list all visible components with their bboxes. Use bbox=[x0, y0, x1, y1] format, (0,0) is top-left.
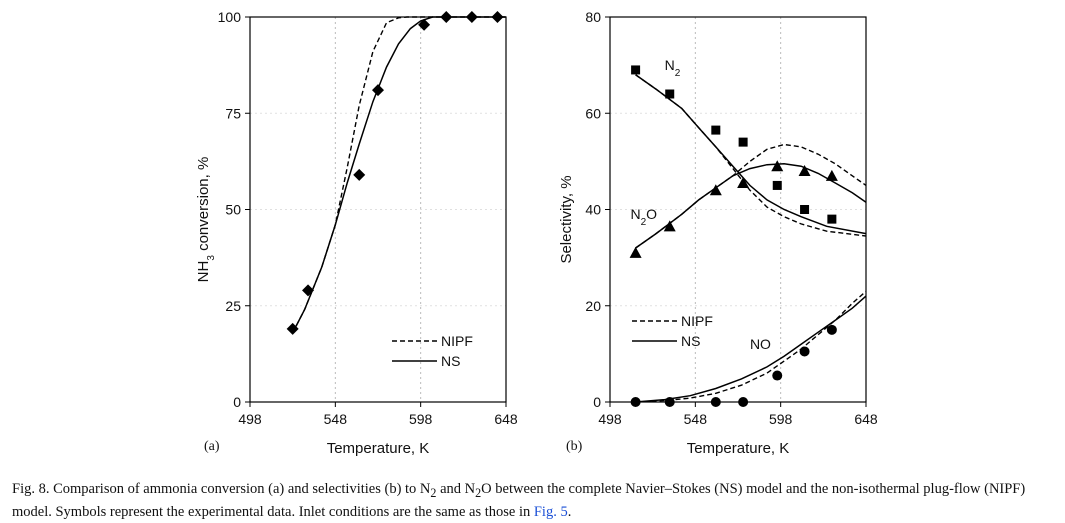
y-tick-label: 100 bbox=[218, 9, 242, 25]
subscript: 2 bbox=[641, 217, 647, 228]
y-tick-label: 20 bbox=[585, 298, 601, 314]
panel-label: (a) bbox=[204, 439, 220, 454]
data-point-diamond bbox=[440, 11, 453, 23]
x-axis-title: Temperature, K bbox=[327, 440, 430, 457]
series-line-n2-ns bbox=[635, 74, 867, 235]
legend-label-nipf: NIPF bbox=[441, 333, 473, 349]
data-point-diamond bbox=[491, 11, 504, 23]
panel-label: (b) bbox=[566, 439, 583, 454]
legend-label-ns: NS bbox=[441, 353, 460, 369]
data-point-square bbox=[800, 205, 810, 214]
data-point-triangle bbox=[825, 169, 838, 181]
x-axis-title: Temperature, K bbox=[687, 440, 790, 457]
caption-sub-2: 2 bbox=[475, 485, 482, 500]
data-point-square bbox=[631, 65, 641, 75]
data-point-square bbox=[827, 214, 837, 224]
y-tick-label: 25 bbox=[225, 298, 241, 314]
data-point-diamond bbox=[302, 284, 315, 297]
data-point-triangle bbox=[709, 184, 722, 196]
data-point-diamond bbox=[372, 84, 384, 97]
y-tick-label: 60 bbox=[585, 105, 601, 121]
text-span: N bbox=[665, 57, 675, 73]
data-point-square bbox=[665, 89, 675, 99]
data-point-diamond bbox=[418, 18, 431, 31]
data-point-diamond bbox=[286, 322, 299, 335]
data-point-circle bbox=[826, 324, 837, 335]
subscript: 2 bbox=[675, 67, 681, 78]
y-tick-label: 50 bbox=[225, 202, 241, 218]
chart-panel-b: 498 548 598 648 0 20 40 60 80 Temperature, K Selec… bbox=[558, 9, 878, 457]
x-tick-label: 648 bbox=[854, 411, 878, 427]
series-annotation: NO bbox=[750, 336, 771, 352]
data-point-diamond bbox=[465, 11, 478, 23]
x-tick-label: 498 bbox=[238, 411, 262, 427]
legend-label-nipf: NIPF bbox=[681, 313, 713, 329]
x-tick-label: 548 bbox=[684, 411, 708, 427]
data-point-circle bbox=[664, 397, 675, 407]
y-tick-label: 0 bbox=[233, 394, 241, 410]
data-point-diamond bbox=[353, 168, 366, 181]
figure-reference-link[interactable]: Fig. 5 bbox=[533, 503, 568, 520]
series-line-ns bbox=[292, 16, 506, 334]
figure-caption: Fig. 8. Comparison of ammonia conversion… bbox=[12, 480, 1057, 522]
chart-panel-a: 498 548 598 648 0 25 50 75 100 Temperature, K NH3 … bbox=[195, 9, 518, 457]
data-point-square bbox=[738, 137, 748, 147]
legend-label-ns: NS bbox=[681, 333, 700, 349]
caption-text-2: and N bbox=[436, 481, 476, 497]
data-point-triangle bbox=[629, 246, 642, 258]
caption-sub-1: 2 bbox=[430, 485, 437, 500]
text-span: O bbox=[646, 206, 657, 222]
subscript: 3 bbox=[206, 255, 217, 261]
series-line-nipf bbox=[292, 16, 506, 334]
data-point-square bbox=[772, 180, 782, 190]
data-point-triangle bbox=[663, 220, 676, 232]
x-tick-label: 548 bbox=[324, 411, 348, 427]
data-point-circle bbox=[738, 397, 749, 407]
y-axis-title: NH3 conversion, % bbox=[195, 157, 217, 283]
y-tick-label: 80 bbox=[585, 9, 601, 25]
text-span: N bbox=[630, 206, 640, 222]
data-point-circle bbox=[799, 346, 810, 357]
x-tick-label: 598 bbox=[409, 411, 433, 427]
y-tick-label: 40 bbox=[585, 202, 601, 218]
data-point-triangle bbox=[737, 177, 750, 189]
figure-canvas: 498 548 598 648 0 25 50 75 100 Temperature, K NH3 … bbox=[195, 9, 878, 457]
data-point-circle bbox=[710, 397, 721, 407]
series-line-n2o-ns bbox=[635, 163, 867, 249]
x-tick-label: 498 bbox=[598, 411, 622, 427]
data-point-circle bbox=[630, 397, 641, 407]
text-span: conversion, % bbox=[195, 157, 212, 255]
y-tick-label: 0 bbox=[593, 394, 601, 410]
text-span: NH bbox=[195, 261, 212, 283]
series-line-no-ns bbox=[635, 295, 867, 403]
data-point-square bbox=[711, 125, 721, 135]
caption-text-3: O between the complete Navier–Stokes (NS… bbox=[12, 481, 1026, 520]
data-point-triangle bbox=[798, 165, 811, 176]
series-annotation: N2 bbox=[665, 57, 681, 79]
text-span: NO bbox=[750, 336, 771, 352]
data-point-triangle bbox=[771, 160, 784, 172]
caption-text-4: . bbox=[567, 503, 572, 520]
legend: NIPF NS bbox=[632, 313, 713, 349]
y-tick-label: 75 bbox=[225, 105, 241, 121]
x-tick-label: 648 bbox=[494, 411, 518, 427]
series-annotation: N2O bbox=[630, 206, 657, 228]
caption-text-1: Fig. 8. Comparison of ammonia conversion… bbox=[12, 481, 431, 497]
legend: NIPF NS bbox=[392, 333, 473, 369]
data-point-circle bbox=[772, 370, 783, 381]
y-axis-title: Selectivity, % bbox=[558, 175, 575, 263]
x-tick-label: 598 bbox=[769, 411, 793, 427]
